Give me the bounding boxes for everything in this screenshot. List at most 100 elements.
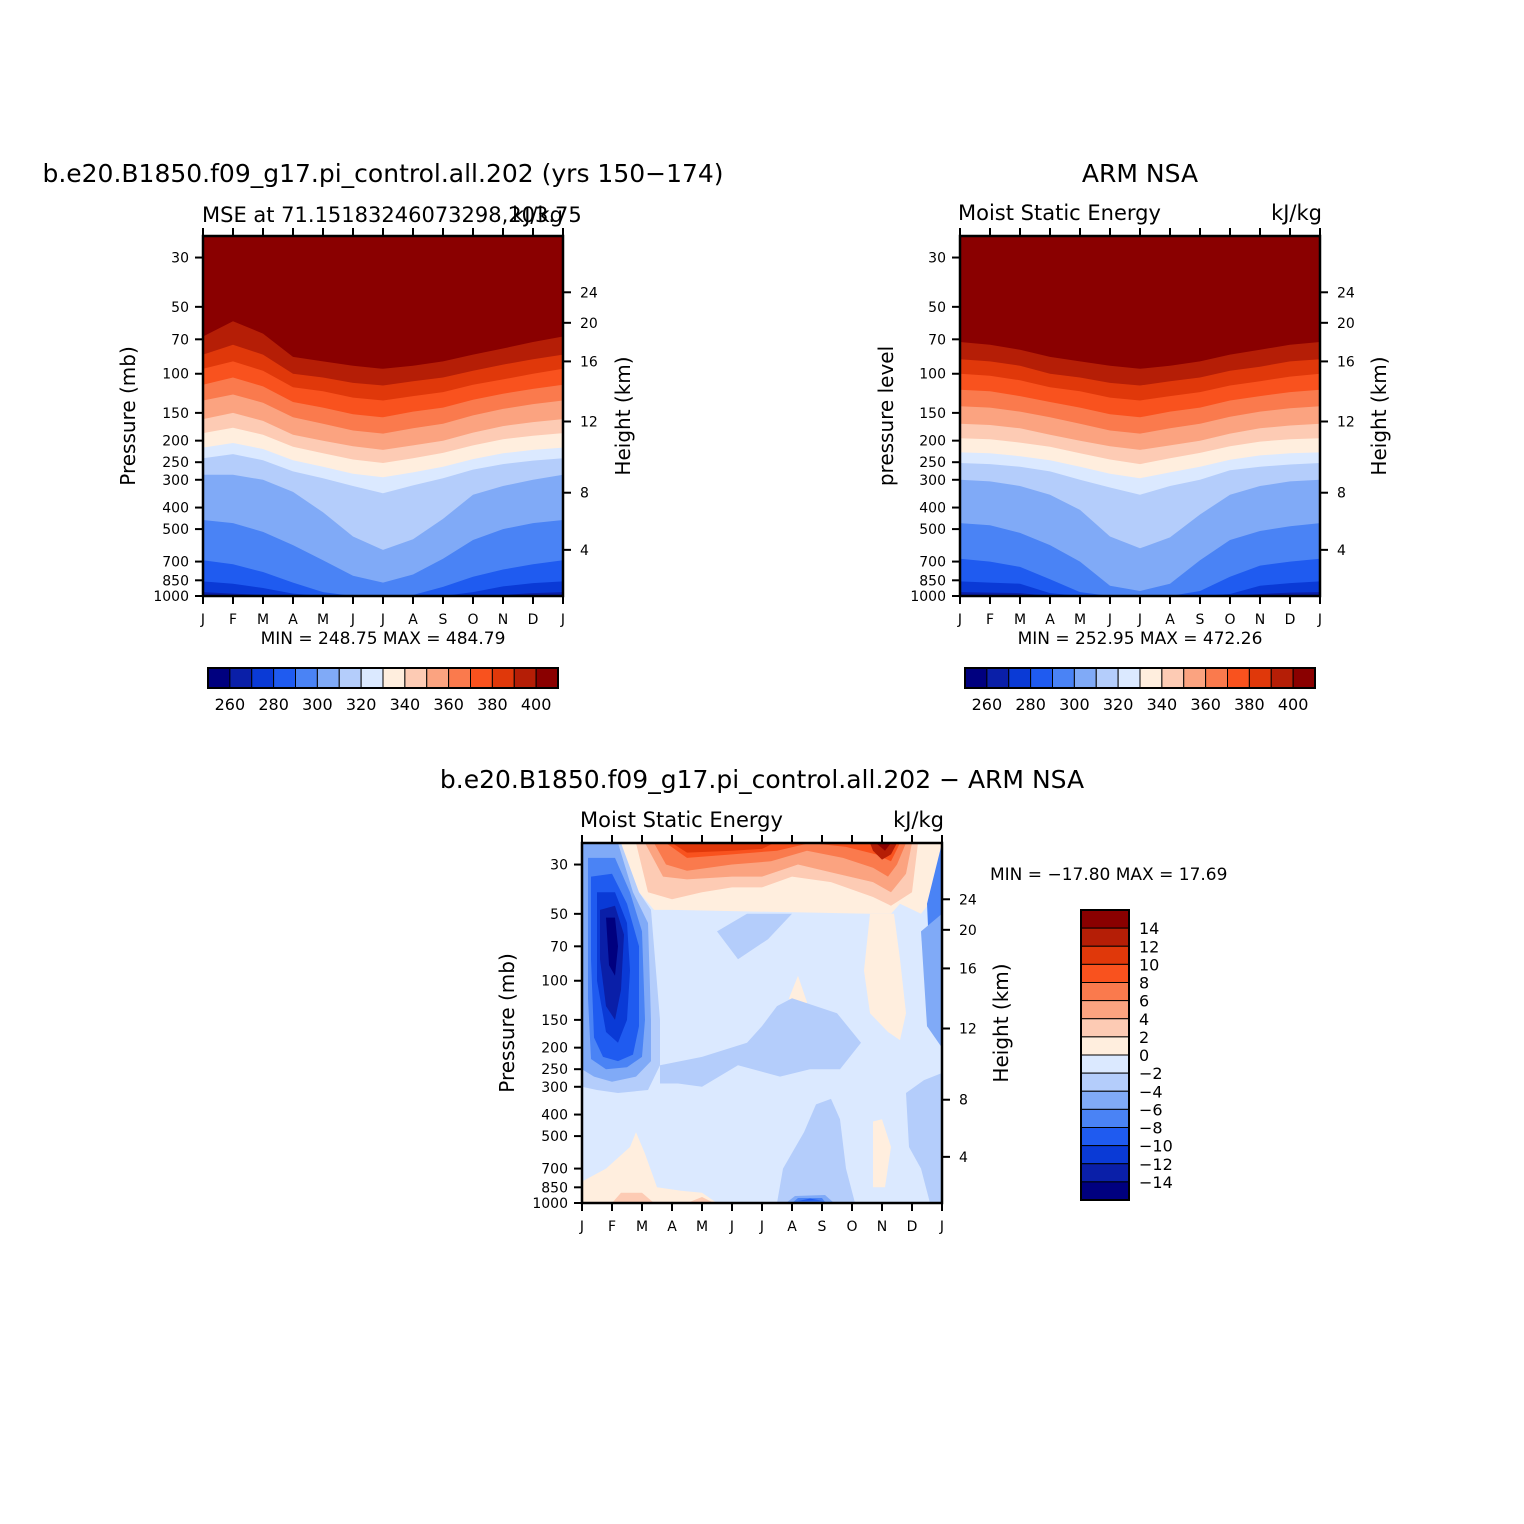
panel-obs-colorbar-label: 260	[972, 695, 1003, 714]
panel-obs-month-tick: J	[1137, 612, 1142, 628]
panel-diff-height-tick: 4	[959, 1150, 968, 1166]
panel-model-colorbar-swatch	[448, 667, 471, 689]
panel-obs-colorbar-swatch	[1161, 667, 1185, 689]
panel-model-pressure-tick: 1000	[153, 589, 189, 605]
panel-obs-ylabel: pressure level	[874, 346, 898, 486]
panel-diff-month-tick: J	[939, 1219, 944, 1235]
panel-diff-contour-fill	[582, 843, 942, 1203]
panel-model-colorbar-swatch	[251, 667, 275, 689]
panel-obs-pressure-tick: 250	[919, 455, 946, 471]
panel-model-colorbar-label: 360	[433, 695, 464, 714]
panel-model-month-tick: O	[467, 612, 478, 628]
panel-diff-contour-band	[876, 843, 891, 851]
panel-diff-colorbar-label: 10	[1139, 955, 1159, 974]
panel-model-colorbar-swatch	[535, 667, 559, 689]
panel-obs-colorbar-swatch	[1227, 667, 1250, 689]
panel-diff-colorbar-outline	[1080, 909, 1130, 1201]
panel-obs-colorbar-swatch	[1073, 667, 1097, 689]
panel-obs-colorbar-swatch	[1117, 667, 1141, 689]
panel-model-month-tick: D	[528, 612, 539, 628]
panel-diff-min-max: MIN = −17.80 MAX = 17.69	[990, 865, 1227, 885]
panel-diff-pressure-tick: 500	[541, 1129, 568, 1145]
panel-model-colorbar-label: 400	[521, 695, 552, 714]
panel-diff-month-tick: A	[667, 1219, 677, 1235]
panel-model-height-tick: 8	[580, 486, 589, 502]
panel-diff-height-tick: 24	[959, 892, 977, 908]
panel-obs-pressure-tick: 700	[919, 555, 946, 571]
panel-model-pressure-tick: 850	[162, 573, 189, 589]
panel-obs-pressure-tick: 50	[928, 300, 946, 316]
panel-obs-contour-fill	[960, 236, 1320, 596]
panel-diff-colorbar-swatch	[1080, 1145, 1130, 1165]
panel-obs-ylabel-right: Height (km)	[1367, 356, 1391, 475]
panel-obs-title: ARM NSA	[1082, 159, 1198, 188]
panel-obs-month-tick: M	[1074, 612, 1086, 628]
panel-model-month-tick: J	[200, 612, 205, 628]
panel-obs: ARM NSA Moist Static Energy kJ/kg 30 50 70…	[874, 159, 1391, 714]
panel-model-colorbar-swatch	[316, 667, 340, 689]
panel-diff-colorbar-label: 14	[1139, 919, 1159, 938]
panel-obs-colorbar-swatch	[1248, 667, 1272, 689]
panel-diff-contour-band	[687, 1197, 714, 1203]
panel-diff-month-tick: J	[579, 1219, 584, 1235]
panel-obs-height-tick: 8	[1337, 486, 1346, 502]
panel-model-colorbar-outline	[207, 667, 559, 689]
panel-obs-pressure-tick: 400	[919, 501, 946, 517]
panel-diff-pressure-tick: 50	[550, 907, 568, 923]
panel-model-pressure-tick: 200	[162, 434, 189, 450]
panel-diff-height-tick: 20	[959, 923, 977, 939]
panel-diff-month-tick: D	[907, 1219, 918, 1235]
panel-model-colorbar-label: 260	[215, 695, 246, 714]
panel-diff-pressure-tick: 700	[541, 1162, 568, 1178]
panel-diff-colorbar-label: −8	[1139, 1119, 1163, 1138]
panel-diff-pressure-tick: 400	[541, 1108, 568, 1124]
panel-diff-colorbar-label: 8	[1139, 974, 1149, 993]
panel-obs-colorbar-swatch	[1030, 667, 1053, 689]
panel-model-title: b.e20.B1850.f09_g17.pi_control.all.202 (…	[42, 159, 723, 188]
panel-model-colorbar-swatch	[404, 667, 428, 689]
panel-diff-height-tick: 8	[959, 1093, 968, 1109]
panel-model-height-tick: 4	[580, 543, 589, 559]
panel-model-pressure-tick: 70	[171, 332, 189, 348]
panel-obs-month-tick: M	[1014, 612, 1026, 628]
panel-model-month-tick: J	[560, 612, 565, 628]
panel-model-ylabel: Pressure (mb)	[116, 346, 140, 486]
panel-diff-pressure-tick: 850	[541, 1180, 568, 1196]
panel-model-colorbar-swatch	[382, 667, 406, 689]
panel-diff-pressure-tick: 250	[541, 1062, 568, 1078]
panel-diff-colorbar-label: 2	[1139, 1028, 1149, 1047]
panel-model-colorbar-swatch	[273, 667, 296, 689]
panel-diff-colorbar-swatch	[1080, 1127, 1130, 1147]
panel-diff-height-tick: 16	[959, 961, 977, 977]
panel-obs-pressure-tick: 100	[919, 367, 946, 383]
panel-diff-colorbar-label: 6	[1139, 992, 1149, 1011]
panel-model-pressure-tick: 300	[162, 473, 189, 489]
panel-diff-colorbar-label: −4	[1139, 1082, 1163, 1101]
panel-obs-pressure-tick: 300	[919, 473, 946, 489]
panel-diff-colorbar-swatch	[1080, 1072, 1130, 1092]
panel-obs-pressure-tick: 850	[919, 573, 946, 589]
panel-diff-subtitle: Moist Static Energy	[580, 808, 783, 832]
panel-obs-height-tick: 4	[1337, 543, 1346, 559]
panel-model-colorbar-swatch	[426, 667, 450, 689]
panel-obs-colorbar-outline	[964, 667, 1316, 689]
panel-obs-colorbar-swatch	[1270, 667, 1294, 689]
panel-obs-month-tick: O	[1224, 612, 1235, 628]
panel-model-month-tick: M	[317, 612, 329, 628]
panel-diff-contour-band	[582, 1132, 717, 1203]
panel-model-units: kJ/kg	[512, 203, 563, 227]
panel-diff-colorbar-swatch	[1080, 963, 1130, 983]
panel-model-colorbar-swatch	[295, 667, 318, 689]
panel-diff-units: kJ/kg	[893, 808, 944, 832]
panel-model-month-tick: S	[439, 612, 448, 628]
panel-diff-colorbar-label: 4	[1139, 1010, 1149, 1029]
panel-diff-colorbar-swatch	[1080, 1090, 1130, 1110]
panel-model-month-tick: M	[257, 612, 269, 628]
panel-obs-pressure-tick: 30	[928, 251, 946, 267]
panel-obs-month-tick: J	[1107, 612, 1112, 628]
panel-diff-contour-band	[873, 1119, 891, 1188]
panel-model-colorbar-swatch	[207, 667, 231, 689]
